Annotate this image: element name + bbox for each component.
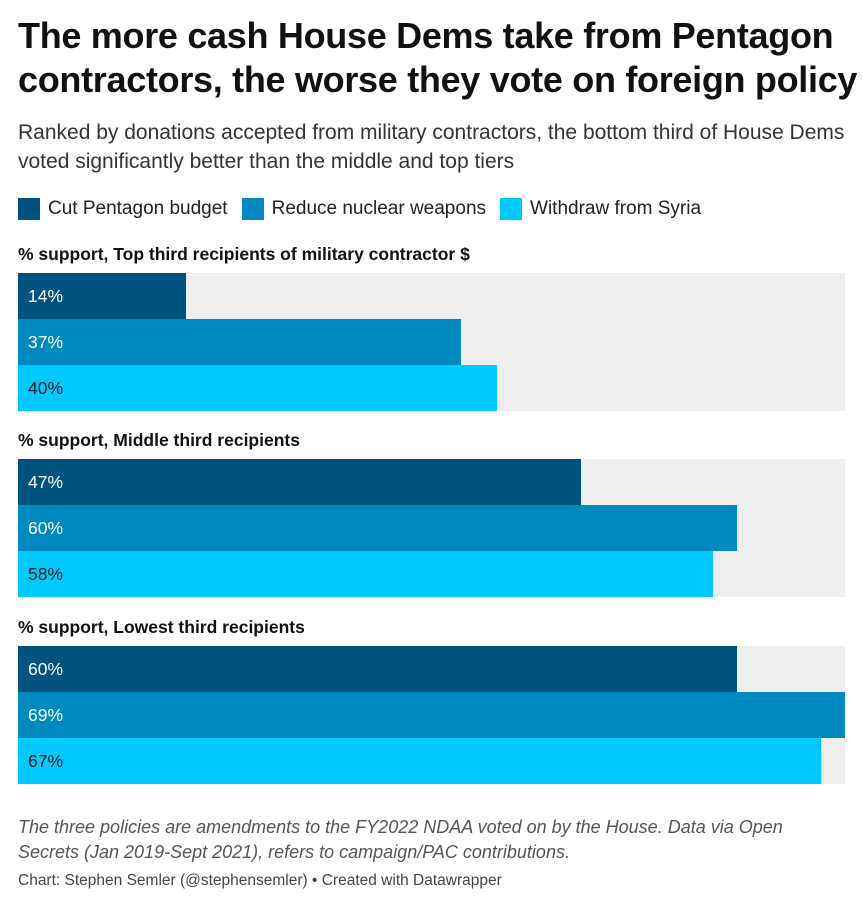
bar: 47% (18, 459, 582, 505)
legend-swatch (500, 198, 523, 220)
panel-title: % support, Lowest third recipients (18, 617, 305, 637)
bar-track: 60% 69% 67% (18, 646, 845, 784)
legend-item-cut-pentagon-budget: Cut Pentagon budget (18, 198, 228, 220)
bar-track: 14% 37% 40% (18, 273, 845, 411)
legend-label: Reduce nuclear weapons (271, 198, 487, 219)
legend-swatch (18, 198, 40, 220)
bar-value-label: 47% (28, 472, 64, 492)
bar-value-label: 14% (28, 286, 64, 306)
chart-subtitle: Ranked by donations accepted from milita… (18, 121, 845, 173)
legend-item-reduce-nuclear-weapons: Reduce nuclear weapons (241, 198, 487, 220)
bar: 69% (18, 692, 845, 738)
bar: 14% (18, 273, 186, 319)
bar-value-label: 37% (28, 332, 64, 352)
bar: 40% (18, 365, 498, 411)
bar: 58% (18, 551, 714, 597)
legend-swatch (241, 198, 264, 220)
bar: 67% (18, 738, 822, 784)
legend-item-withdraw-from-syria: Withdraw from Syria (500, 198, 701, 220)
bar-value-label: 60% (28, 518, 64, 538)
bar-value-label: 58% (28, 564, 64, 584)
chart-title: The more cash House Dems take from Penta… (18, 15, 858, 100)
bar-value-label: 67% (28, 751, 64, 771)
bar-value-label: 40% (28, 378, 64, 398)
bar: 60% (18, 646, 738, 692)
bar: 37% (18, 319, 462, 365)
bar-value-label: 60% (28, 659, 64, 679)
panel-title: % support, Top third recipients of milit… (18, 244, 470, 264)
bar-value-label: 69% (28, 705, 64, 725)
legend-label: Cut Pentagon budget (48, 198, 228, 219)
chart-notes: The three policies are amendments to the… (18, 817, 783, 862)
bar-track: 47% 60% 58% (18, 459, 845, 597)
chart-credit: Chart: Stephen Semler (@stephensemler) •… (18, 872, 502, 889)
bar: 60% (18, 505, 738, 551)
legend: Cut Pentagon budget Reduce nuclear weapo… (18, 194, 715, 224)
legend-label: Withdraw from Syria (530, 198, 702, 219)
panel-title: % support, Middle third recipients (18, 430, 300, 450)
